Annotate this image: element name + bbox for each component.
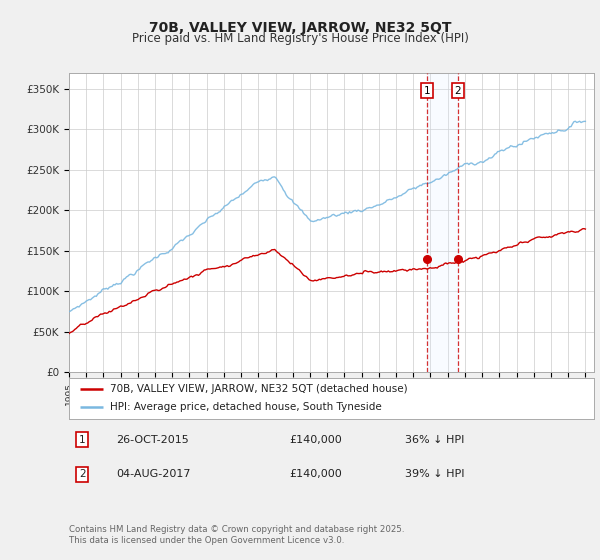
Text: 1: 1 bbox=[424, 86, 431, 96]
Text: 04-AUG-2017: 04-AUG-2017 bbox=[116, 469, 191, 479]
Text: 1: 1 bbox=[79, 435, 85, 445]
Text: HPI: Average price, detached house, South Tyneside: HPI: Average price, detached house, Sout… bbox=[110, 403, 382, 412]
Text: 36% ↓ HPI: 36% ↓ HPI bbox=[405, 435, 464, 445]
Text: 2: 2 bbox=[79, 469, 85, 479]
Text: 2: 2 bbox=[455, 86, 461, 96]
Text: 70B, VALLEY VIEW, JARROW, NE32 5QT: 70B, VALLEY VIEW, JARROW, NE32 5QT bbox=[149, 21, 451, 35]
Text: 70B, VALLEY VIEW, JARROW, NE32 5QT (detached house): 70B, VALLEY VIEW, JARROW, NE32 5QT (deta… bbox=[110, 385, 407, 394]
Text: Contains HM Land Registry data © Crown copyright and database right 2025.
This d: Contains HM Land Registry data © Crown c… bbox=[69, 525, 404, 545]
Bar bbox=[427, 73, 458, 372]
Text: Price paid vs. HM Land Registry's House Price Index (HPI): Price paid vs. HM Land Registry's House … bbox=[131, 32, 469, 45]
Text: £140,000: £140,000 bbox=[290, 469, 342, 479]
Text: 26-OCT-2015: 26-OCT-2015 bbox=[116, 435, 189, 445]
Text: 39% ↓ HPI: 39% ↓ HPI bbox=[405, 469, 464, 479]
Text: £140,000: £140,000 bbox=[290, 435, 342, 445]
